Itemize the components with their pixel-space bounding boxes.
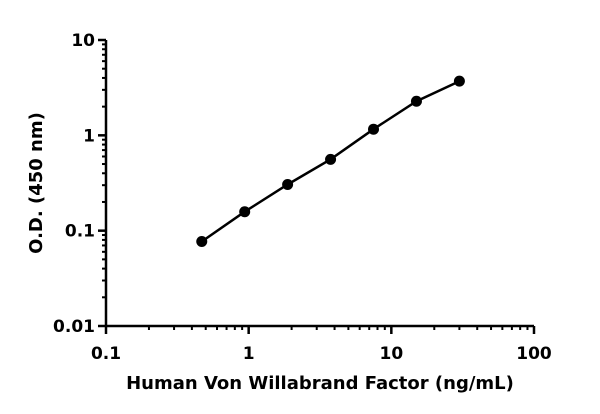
x-tick-label: 10: [379, 344, 403, 364]
x-tick-label: 1: [243, 344, 255, 364]
data-point: [239, 206, 251, 218]
y-axis-title: O.D. (450 nm): [26, 112, 47, 254]
y-tick-labels: 0.01 0.1 1 10: [53, 31, 95, 337]
x-tick-labels: 0.1 1 10 100: [91, 344, 552, 364]
data-point: [368, 123, 380, 135]
data-point: [410, 95, 422, 107]
data-points: [196, 75, 465, 247]
x-tick-label: 100: [516, 344, 552, 364]
x-axis: [104, 324, 536, 334]
x-tick-label: 0.1: [91, 344, 121, 364]
data-point: [282, 178, 294, 190]
y-axis: [98, 38, 108, 328]
y-tick-label: 1: [83, 126, 95, 146]
data-point: [325, 153, 337, 165]
data-point: [196, 235, 208, 247]
x-axis-title: Human Von Willabrand Factor (ng/mL): [126, 373, 514, 394]
y-tick-label: 0.01: [53, 317, 95, 337]
data-point: [453, 75, 465, 87]
y-tick-label: 10: [71, 31, 95, 51]
y-tick-label: 0.1: [65, 222, 95, 242]
